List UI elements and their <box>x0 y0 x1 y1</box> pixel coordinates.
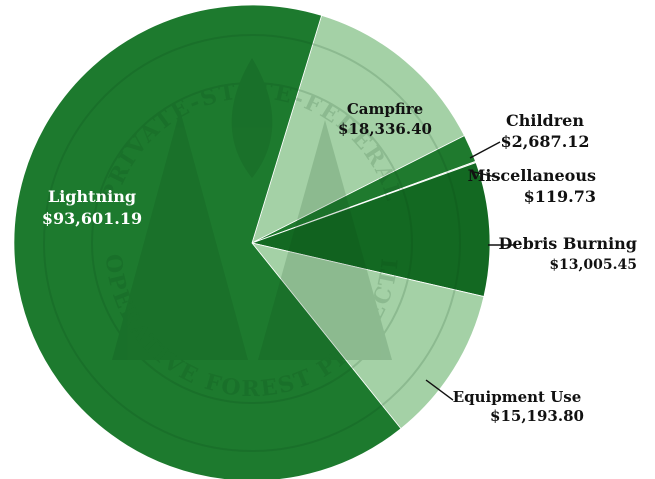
slice-value-debris-burning: $13,005.45 <box>549 257 637 273</box>
slice-value-equipment-use: $15,193.80 <box>490 407 584 425</box>
leader-line-equipment-use <box>425 379 454 401</box>
slice-value-campfire: $18,336.40 <box>338 120 432 138</box>
leader-line-miscellaneous <box>473 171 501 179</box>
slice-label-miscellaneous: Miscellaneous <box>468 166 596 185</box>
seal-flame-icon <box>231 58 273 178</box>
slice-label-equipment-use: Equipment Use <box>453 388 582 406</box>
seal-outer-ring <box>43 34 461 452</box>
leader-lines <box>425 141 515 401</box>
slice-label-campfire: Campfire <box>347 100 423 118</box>
slice-value-miscellaneous: $119.73 <box>524 187 596 206</box>
pie-slices <box>13 4 491 479</box>
pie-slice-equipment-use <box>250 242 485 430</box>
slice-label-debris-burning: Debris Burning <box>499 234 637 253</box>
leader-line-children <box>469 141 501 159</box>
pie-slice-campfire <box>251 14 465 244</box>
slice-value-children: $2,687.12 <box>500 132 589 151</box>
slice-labels: Campfire $18,336.40 Children $2,687.12 M… <box>42 100 637 425</box>
slice-label-children: Children <box>506 111 584 130</box>
seal-tree-right <box>258 120 392 360</box>
seal-tree-left <box>112 110 248 360</box>
slice-value-lightning: $93,601.19 <box>42 209 142 228</box>
pie-slice-lightning <box>13 4 402 479</box>
seal-inner-ring <box>91 82 413 404</box>
slice-label-lightning: Lightning <box>48 187 136 206</box>
pie-slice-debris-burning <box>250 162 491 298</box>
